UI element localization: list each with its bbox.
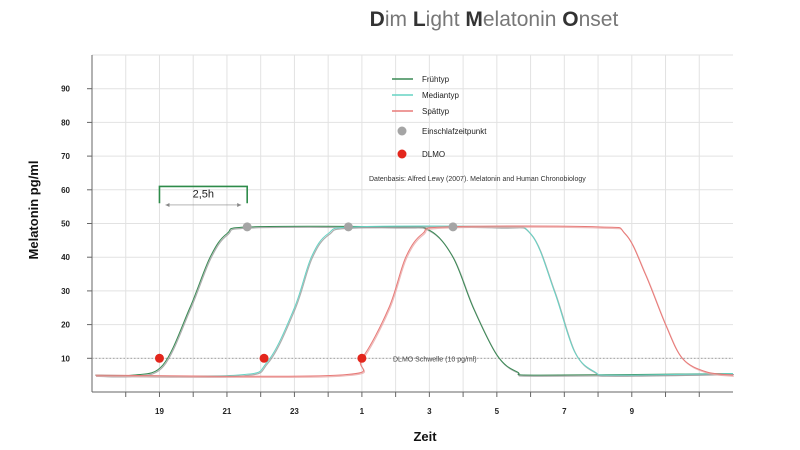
y-tick-label: 70 xyxy=(61,152,70,161)
bracket-label: 2,5h xyxy=(193,188,214,200)
title-word-rest: elatonin xyxy=(483,8,562,31)
sleep-onset-point xyxy=(343,222,353,232)
title-initial: M xyxy=(465,8,483,31)
x-axis-label: Zeit xyxy=(413,429,437,444)
dlmo-point xyxy=(357,353,367,363)
title-word-rest: nset xyxy=(579,8,619,31)
chart-title: Dim Light Melatonin Onset xyxy=(370,8,619,31)
grid xyxy=(92,54,733,392)
legend-dot-einschlafzeitpunkt xyxy=(397,126,407,136)
y-tick-label: 60 xyxy=(61,186,70,195)
title-word-rest: im xyxy=(385,8,413,31)
bracket-2-5h: 2,5h xyxy=(158,185,248,207)
legend: Frühtyp Mediantyp Spättyp Einschlafzeitpunk… xyxy=(392,75,487,159)
x-tick-label: 3 xyxy=(427,407,432,416)
markers xyxy=(154,222,458,363)
source-annotation: Datenbasis: Alfred Lewy (2007). Melatoni… xyxy=(369,176,586,183)
title-initial: D xyxy=(370,8,385,31)
legend-label-mediantyp: Mediantyp xyxy=(422,91,459,100)
x-tick-label: 21 xyxy=(222,407,231,416)
y-tick-label: 30 xyxy=(61,287,70,296)
x-tick-label: 19 xyxy=(155,407,164,416)
y-tick-label: 80 xyxy=(61,118,70,127)
legend-dot-dlmo xyxy=(397,149,407,159)
x-tick-label: 5 xyxy=(495,407,500,416)
title-initial: L xyxy=(413,8,426,31)
dlmo-point xyxy=(259,353,269,363)
series-lines xyxy=(95,225,734,379)
series-shadow-fr-htyp xyxy=(96,226,734,378)
series-line-mediantyp xyxy=(95,225,734,377)
y-tick-label: 10 xyxy=(61,354,70,363)
y-axis-label: Melatonin pg/ml xyxy=(26,161,41,260)
bracket-arrow-left xyxy=(165,202,170,207)
bracket-shape xyxy=(158,185,248,204)
legend-label-einschlafzeitpunkt: Einschlafzeitpunkt xyxy=(422,127,487,136)
y-tick-labels: 10 20 30 40 50 60 70 80 90 xyxy=(61,85,92,363)
x-tick-labels: 19 21 23 1 3 5 7 9 xyxy=(125,392,700,416)
title-initial: O xyxy=(562,8,578,31)
bracket-arrow-right xyxy=(237,202,242,207)
x-tick-label: 23 xyxy=(290,407,299,416)
legend-label-fr-htyp: Frühtyp xyxy=(422,75,450,84)
title-word-rest: ight xyxy=(426,8,466,31)
x-tick-label: 7 xyxy=(562,407,567,416)
x-tick-label: 9 xyxy=(630,407,635,416)
series-line-fr-htyp xyxy=(95,225,734,377)
y-tick-label: 90 xyxy=(61,85,70,94)
sleep-onset-point xyxy=(448,222,458,232)
x-tick-label: 1 xyxy=(360,407,365,416)
y-tick-label: 50 xyxy=(61,220,70,229)
y-tick-label: 20 xyxy=(61,321,70,330)
dlmo-threshold: DLMO Schwelle (10 pg/ml) xyxy=(92,356,733,363)
sleep-onset-point xyxy=(242,222,252,232)
series-shadow-mediantyp xyxy=(96,226,734,378)
y-tick-label: 40 xyxy=(61,253,70,262)
dlmo-point xyxy=(154,353,164,363)
series-line-sp-ttyp xyxy=(95,225,734,377)
threshold-label: DLMO Schwelle (10 pg/ml) xyxy=(393,356,477,363)
legend-label-dlmo: DLMO xyxy=(422,150,445,159)
legend-label-sp-ttyp: Spättyp xyxy=(422,107,450,116)
